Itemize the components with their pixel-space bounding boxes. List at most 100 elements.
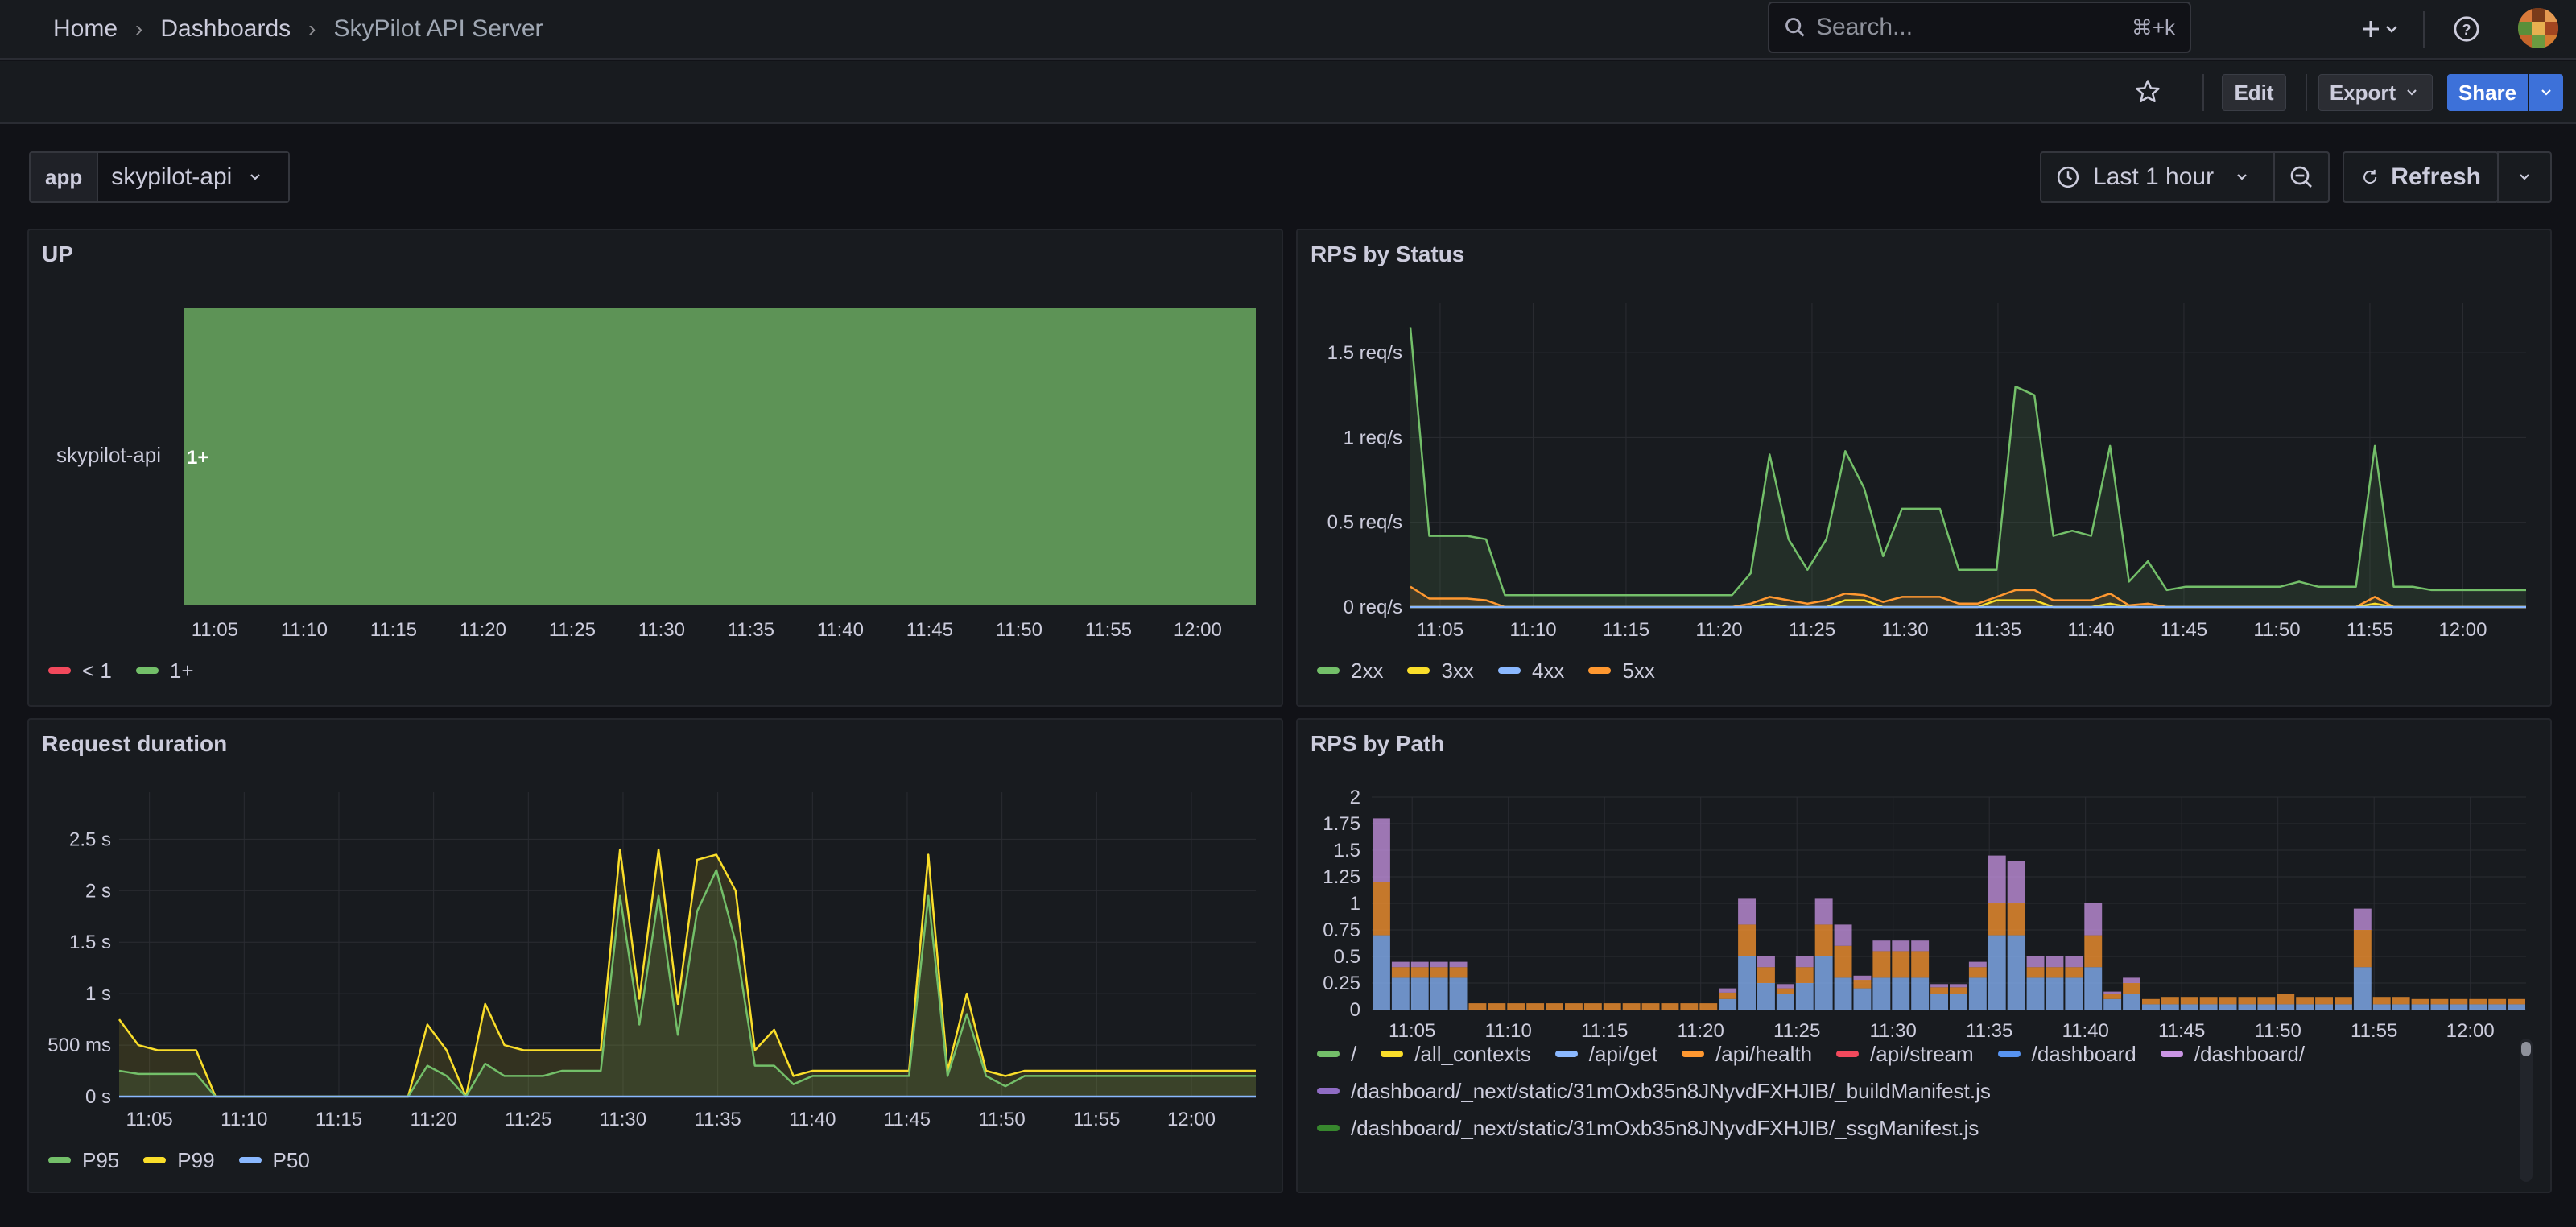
panel-title[interactable]: UP: [42, 242, 73, 266]
legend-swatch: [1317, 1088, 1340, 1094]
bar-segment: [2257, 997, 2276, 1005]
bar-segment: [2508, 998, 2525, 1005]
x-tick-label: 11:30: [638, 619, 685, 641]
legend-item[interactable]: 5xx: [1588, 652, 1655, 689]
legend-label: P50: [272, 1147, 310, 1172]
legend-label: /api/health: [1715, 1041, 1813, 1066]
x-tick-label: 11:45: [2158, 1020, 2205, 1042]
panel-title[interactable]: Request duration: [42, 731, 228, 756]
help-button[interactable]: ?: [2450, 11, 2483, 47]
panel-title[interactable]: RPS by Status: [1311, 242, 1465, 266]
bar-segment: [1834, 977, 1852, 1010]
export-button[interactable]: Export: [2318, 74, 2433, 111]
bar-segment: [1950, 984, 1967, 988]
legend-item[interactable]: /dashboard/_next/static/31mOxb35n8JNyvdF…: [1317, 1072, 1991, 1109]
rps-status-chart: 11:05 11:10 11:15 11:20 11:25 11:30 11:35 11:40…: [1327, 303, 2526, 641]
bar-segment: [2065, 977, 2083, 1010]
legend-label: /dashboard/_next/static/31mOxb35n8JNyvdF…: [1351, 1115, 1979, 1140]
legend-item[interactable]: 2xx: [1317, 652, 1383, 689]
x-tick-label: 11:05: [1417, 619, 1463, 641]
legend-item[interactable]: /all_contexts: [1381, 1035, 1531, 1072]
legend-scrollbar[interactable]: [2520, 1039, 2533, 1182]
legend-label: < 1: [82, 658, 112, 683]
panel-title[interactable]: RPS by Path: [1311, 731, 1445, 756]
refresh-interval-picker[interactable]: [2497, 151, 2552, 203]
x-tick-label: 11:20: [1695, 619, 1742, 641]
bar-segment: [2469, 998, 2487, 1005]
x-tick-label: 12:00: [1174, 619, 1222, 641]
y-tick-label: 2.5 s: [69, 828, 111, 850]
bar-segment: [2238, 1004, 2256, 1010]
x-tick-label: 11:20: [460, 619, 506, 641]
bar-segment: [2353, 908, 2372, 930]
bar-segment: [1968, 961, 1987, 968]
bar-segment: [2065, 967, 2083, 978]
x-tick-label: 11:35: [728, 619, 774, 641]
bar-segment: [1834, 945, 1852, 978]
legend-item[interactable]: /dashboard/: [2160, 1035, 2305, 1072]
bar-segment: [1853, 975, 1872, 981]
legend-item[interactable]: /dashboard/_next/static/31mOxb35n8JNyvdF…: [1317, 1109, 1979, 1146]
add-menu-button[interactable]: [2354, 11, 2410, 47]
legend-item[interactable]: /dashboard: [1997, 1035, 2136, 1072]
variable-value: skypilot-api: [111, 163, 233, 190]
search-input[interactable]: Search... ⌘+k: [1768, 2, 2191, 53]
row-label: skypilot-api: [56, 443, 161, 467]
series-area-p95: [119, 870, 1256, 1097]
legend-item[interactable]: P99: [143, 1142, 215, 1179]
bar-segment: [2411, 1004, 2429, 1010]
refresh-button[interactable]: Refresh: [2343, 151, 2499, 203]
bar-segment: [2103, 994, 2122, 999]
legend-item[interactable]: /api/get: [1554, 1035, 1657, 1072]
scrollbar-thumb[interactable]: [2521, 1042, 2531, 1056]
time-range-label: Last 1 hour: [2093, 163, 2215, 190]
y-tick-label: 500 ms: [47, 1035, 111, 1056]
y-tick-label: 0.5: [1334, 946, 1360, 968]
bar-segment: [1449, 961, 1468, 968]
y-tick-label: 1.5 s: [69, 932, 111, 953]
edit-button[interactable]: Edit: [2222, 74, 2286, 111]
legend-item[interactable]: 4xx: [1497, 652, 1564, 689]
legend-item[interactable]: 1+: [135, 652, 194, 689]
bar-segment: [2103, 998, 2122, 1010]
breadcrumb-home[interactable]: Home: [53, 15, 118, 42]
bar-segment: [1968, 967, 1987, 978]
bar-segment: [1373, 882, 1390, 936]
legend-item[interactable]: /: [1317, 1035, 1356, 1072]
user-avatar[interactable]: [2518, 8, 2558, 48]
legend-label: 2xx: [1351, 658, 1384, 683]
bar-segment: [1911, 951, 1930, 978]
x-tick-label: 11:55: [1085, 619, 1132, 641]
state-value-label: 1+: [187, 447, 208, 469]
bar-segment: [1892, 977, 1910, 1010]
x-tick-label: 11:55: [2351, 1020, 2397, 1042]
bar-segment: [2026, 967, 2045, 978]
legend-item[interactable]: 3xx: [1407, 652, 1474, 689]
zoom-out-button[interactable]: [2273, 151, 2330, 203]
x-tick-label: 11:45: [906, 619, 953, 641]
share-options-button[interactable]: [2529, 74, 2563, 111]
bar-segment: [2392, 997, 2410, 1005]
bar-segment: [2084, 967, 2103, 1010]
bar-segment: [2084, 903, 2103, 936]
legend-item[interactable]: /api/health: [1682, 1035, 1812, 1072]
x-tick-label: 12:00: [2446, 1020, 2495, 1042]
legend-item[interactable]: /api/stream: [1836, 1035, 1974, 1072]
legend-item[interactable]: P95: [48, 1142, 119, 1179]
legend-item[interactable]: < 1: [48, 652, 112, 689]
legend-swatch: [48, 667, 71, 674]
bar-segment: [1776, 984, 1794, 989]
bar-segment: [2296, 1004, 2314, 1010]
bar-segment: [1373, 818, 1390, 882]
legend-swatch: [1381, 1051, 1404, 1057]
y-tick-label: 0 s: [85, 1086, 111, 1108]
variable-select[interactable]: skypilot-api: [98, 153, 289, 201]
time-range-picker[interactable]: Last 1 hour: [2040, 151, 2330, 203]
share-button[interactable]: Share: [2447, 74, 2528, 111]
legend-label: 3xx: [1441, 658, 1474, 683]
star-button[interactable]: [2130, 74, 2165, 109]
legend-item[interactable]: P50: [238, 1142, 310, 1179]
x-tick-label: 11:10: [1509, 619, 1556, 641]
breadcrumb-dashboards[interactable]: Dashboards: [160, 15, 291, 42]
bar-segment: [2046, 977, 2064, 1010]
